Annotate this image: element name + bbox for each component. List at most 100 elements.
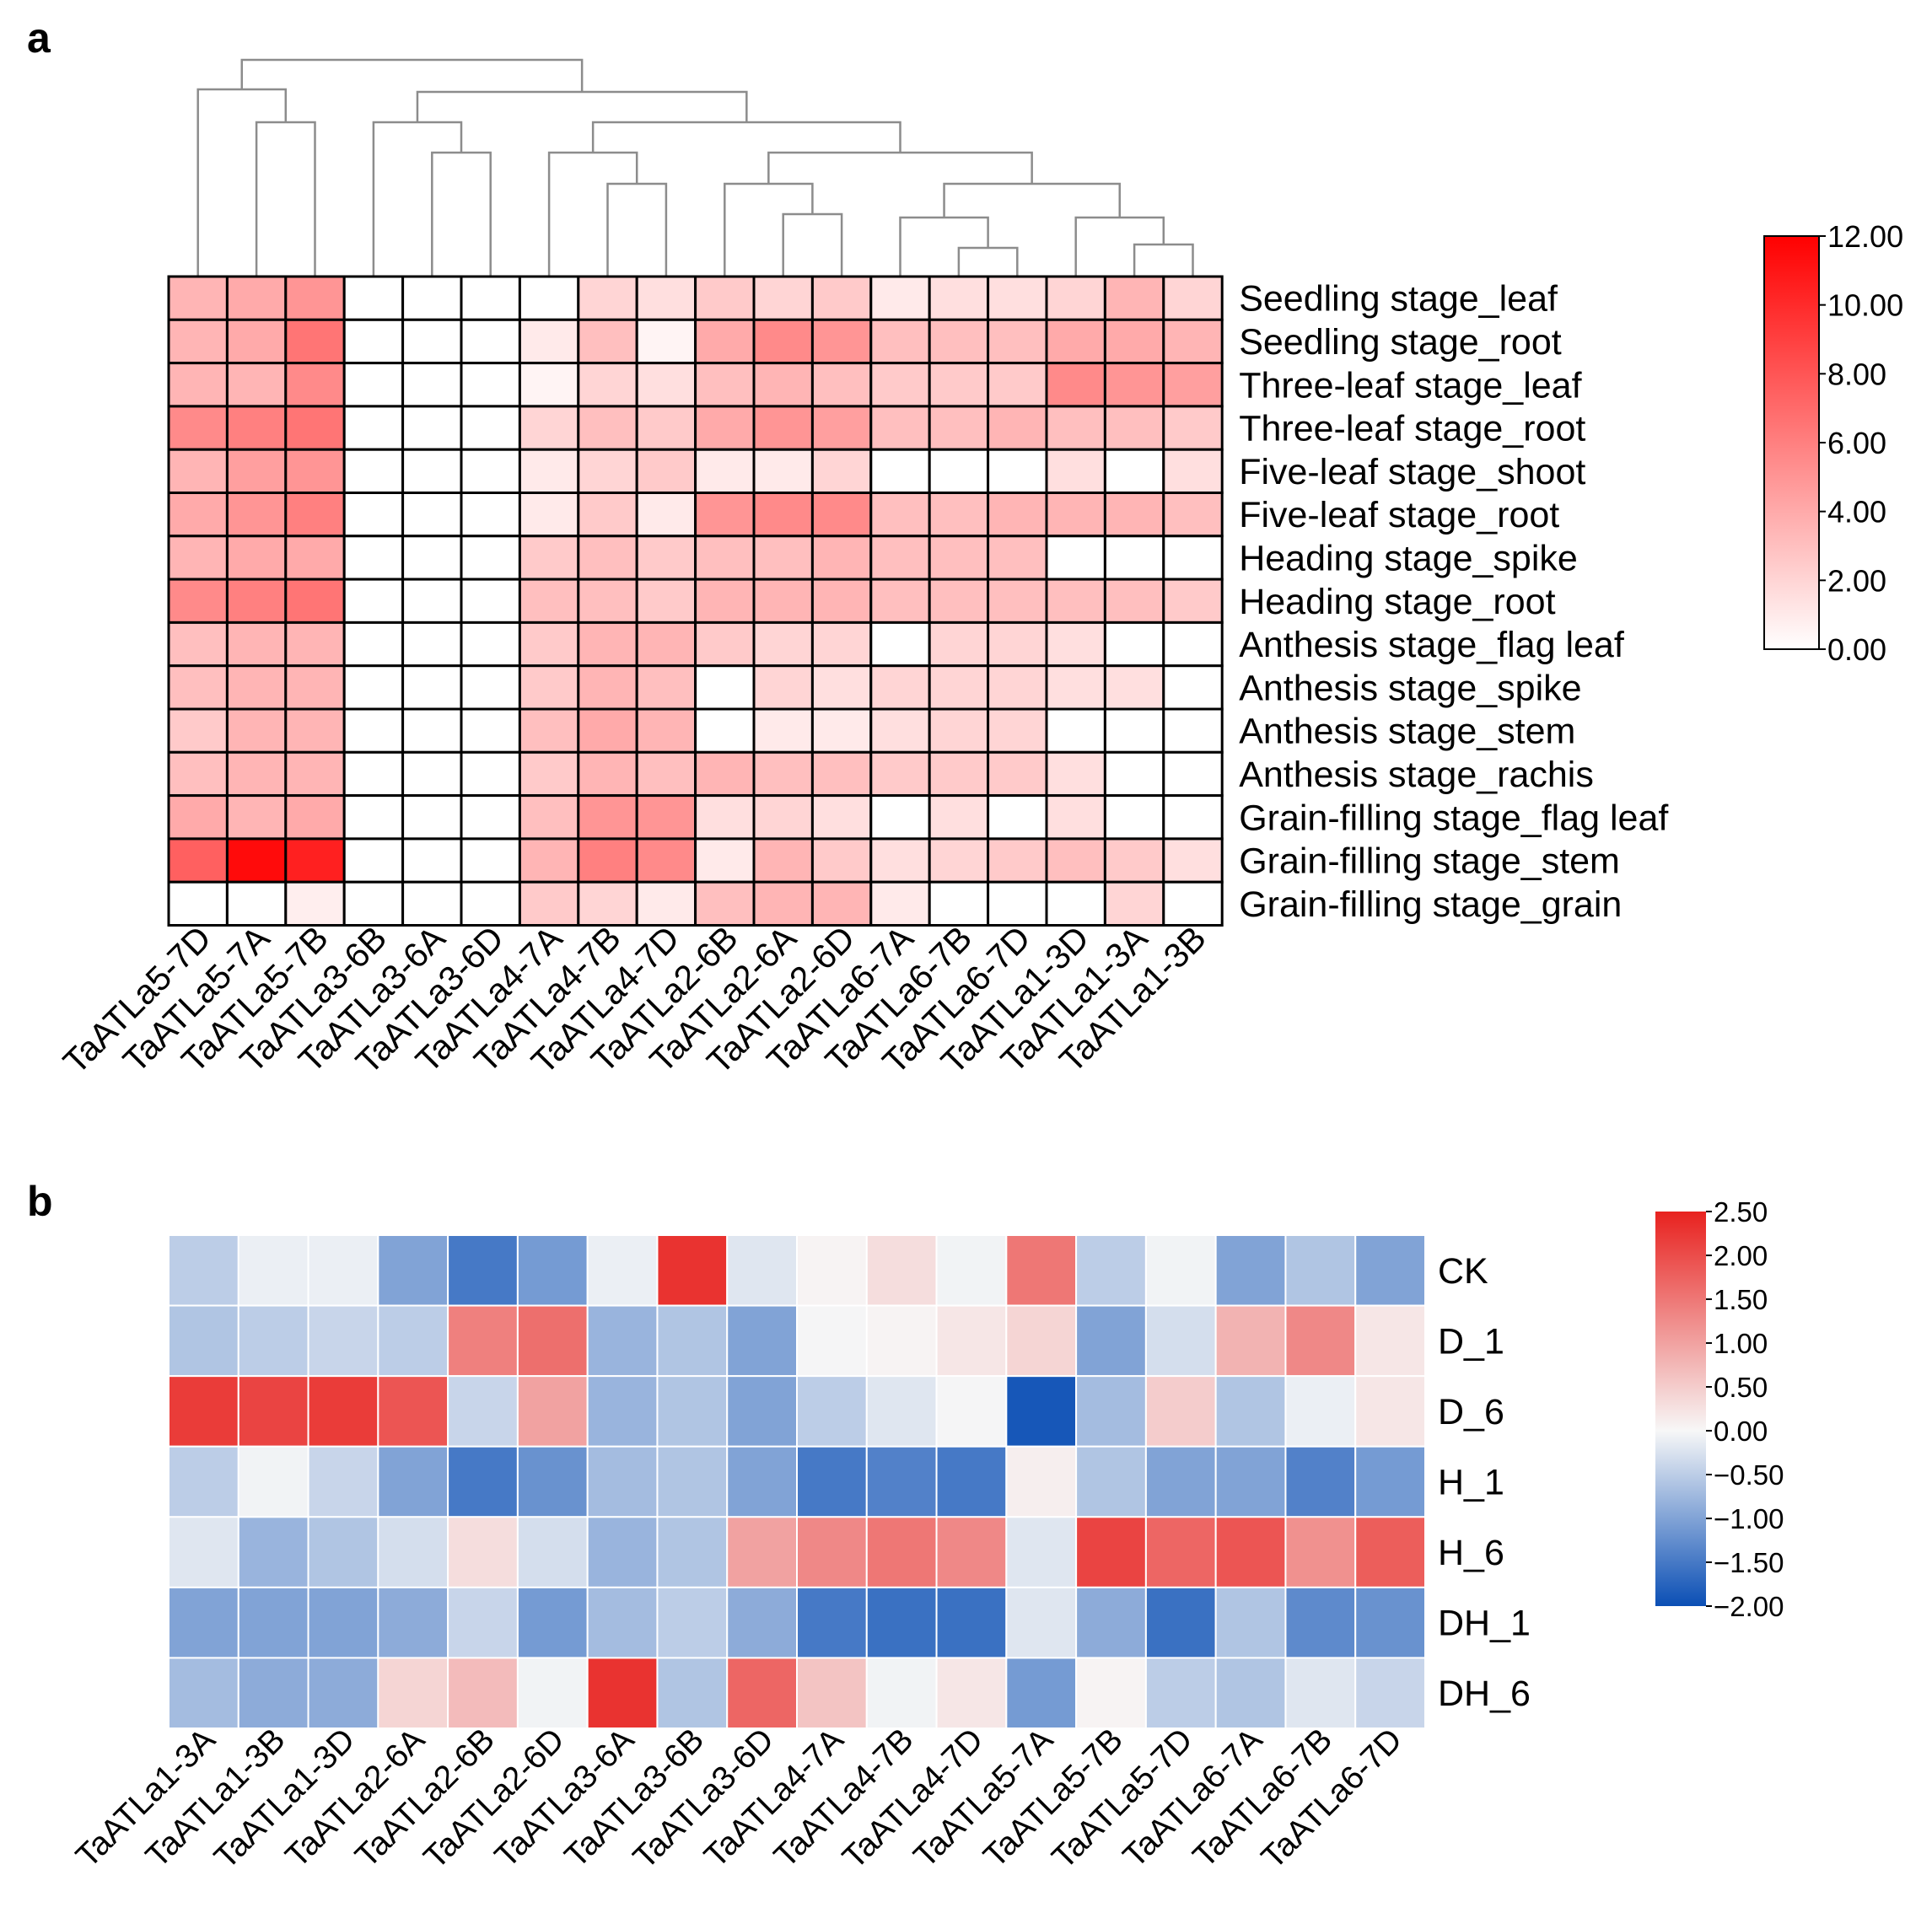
heatmap-a-cell	[694, 578, 756, 624]
heatmap-a-cell	[577, 664, 638, 711]
heatmap-a-cell	[694, 621, 756, 668]
heatmap-a-cell	[1103, 535, 1165, 581]
heatmap-a-cell	[167, 362, 229, 408]
heatmap-a-cell	[167, 621, 229, 668]
heatmap-b-cell	[237, 1304, 309, 1378]
heatmap-a-cell	[1103, 750, 1165, 798]
heatmap-a-cell	[342, 448, 405, 495]
heatmap-b-cell	[935, 1657, 1008, 1730]
heatmap-a-cell	[284, 621, 346, 668]
heatmap-a-cell	[167, 707, 229, 754]
heatmap-a-cell	[752, 794, 814, 841]
heatmap-a-cell	[1103, 794, 1165, 841]
heatmap-a-cell	[167, 492, 229, 538]
heatmap-a-cell	[869, 318, 931, 365]
heatmap-b-cell	[168, 1586, 239, 1659]
heatmap-b-cell	[1354, 1586, 1426, 1659]
heatmap-b-cell	[865, 1586, 938, 1659]
colorbar-a-tick-label: 12.00	[1827, 219, 1903, 254]
heatmap-a-cell	[869, 448, 931, 495]
heatmap-b-cell	[796, 1234, 868, 1307]
heatmap-a-cell	[342, 794, 405, 841]
heatmap-b-row-labels: CK D_1 D_6 H_1 H_6 DH_1 DH_6	[1438, 1251, 1531, 1714]
heatmap-a-cell	[928, 448, 990, 495]
heatmap-a-cell	[401, 448, 463, 495]
heatmap-a-cell	[460, 707, 521, 754]
heatmap-b-cell	[1005, 1445, 1078, 1518]
heatmap-b-cell	[168, 1234, 239, 1307]
colorbar-a: 12.00 10.00 8.00 6.00 4.00 2.00 0.00	[1763, 219, 1903, 667]
heatmap-a-row-label: Grain-filling stage_flag leaf	[1239, 798, 1669, 838]
heatmap-a-cell	[869, 535, 931, 581]
heatmap-a-cell	[460, 362, 521, 408]
heatmap-a-cell	[987, 707, 1048, 754]
heatmap-b-cell	[1075, 1516, 1147, 1588]
heatmap-a-cell	[1162, 318, 1224, 365]
heatmap-a-cell	[869, 275, 931, 321]
heatmap-b-cell	[307, 1516, 379, 1588]
heatmap-a-cell	[810, 362, 873, 408]
dendrogram-branch	[782, 212, 843, 277]
colorbar-a-tick-label: 0.00	[1827, 632, 1886, 667]
heatmap-a-cell	[1045, 837, 1106, 884]
heatmap-b-cell	[726, 1304, 799, 1378]
heatmap-a-cell	[694, 707, 756, 754]
dendrogram-branch	[240, 58, 584, 92]
heatmap-a-cell	[694, 794, 756, 841]
heatmap-b-column-labels: TaATLa1-3ATaATLa1-3BTaATLa1-3DTaATLa2-6A…	[69, 1722, 1409, 1876]
dendrogram-branch	[255, 121, 316, 277]
heatmap-a-cell	[518, 492, 580, 538]
heatmap-a-cell	[635, 707, 697, 754]
heatmap-a-cell	[1103, 664, 1165, 711]
heatmap-a-cell	[401, 707, 463, 754]
heatmap-b-cell	[307, 1304, 379, 1378]
heatmap-a-cell	[460, 621, 521, 668]
heatmap-a-cell	[869, 837, 931, 884]
heatmap-a-cell	[518, 837, 580, 884]
heatmap-b-cell	[726, 1375, 799, 1448]
heatmap-a-cell	[810, 837, 873, 884]
colorbar-a-tick-label: 6.00	[1827, 426, 1886, 460]
heatmap-a-cell	[810, 664, 873, 711]
heatmap-a-cell	[284, 318, 346, 365]
heatmap-a-cell	[518, 664, 580, 711]
heatmap-a-cell	[869, 664, 931, 711]
heatmap-b-cell	[586, 1234, 659, 1307]
colorbar-b-tick-label: 2.50	[1714, 1196, 1768, 1228]
heatmap-b-cell	[656, 1586, 729, 1659]
heatmap-b-cell	[516, 1304, 589, 1378]
heatmap-a-cell	[928, 362, 990, 408]
heatmap-b-cell	[237, 1516, 309, 1588]
heatmap-a-cell	[928, 405, 990, 451]
heatmap-a-cell	[1045, 664, 1106, 711]
heatmap-a-cell	[342, 275, 405, 321]
heatmap-b-cell	[1354, 1657, 1426, 1730]
heatmap-a-cell	[284, 448, 346, 495]
colorbar-b: 2.50 2.00 1.50 1.00 0.50 0.00 −0.50 −1.00 −1.50 −…	[1655, 1196, 1784, 1622]
heatmap-a-cell	[694, 880, 756, 927]
heatmap-b-cell	[726, 1445, 799, 1518]
heatmap-a-cell	[225, 492, 288, 538]
heatmap-a-cell	[284, 275, 346, 321]
colorbar-b-tick-label: −0.50	[1714, 1459, 1784, 1491]
heatmap-a-cell	[1103, 837, 1165, 884]
colorbar-b-tick-label: −1.50	[1714, 1547, 1784, 1578]
heatmap-b-cell	[447, 1516, 519, 1588]
heatmap-b-cell	[1005, 1234, 1078, 1307]
heatmap-a-cell	[752, 275, 814, 321]
heatmap-b-cell	[1075, 1657, 1147, 1730]
heatmap-b-cell	[377, 1304, 449, 1378]
heatmap-a-cell	[518, 405, 580, 451]
heatmap-b-cell	[1284, 1586, 1357, 1659]
colorbar-b-tick-label: −1.00	[1714, 1503, 1784, 1534]
heatmap-b-cell	[935, 1234, 1008, 1307]
heatmap-a-cell	[987, 750, 1048, 798]
heatmap-b-cell	[1005, 1586, 1078, 1659]
heatmap-a-cell	[752, 664, 814, 711]
colorbar-a-tick-label: 8.00	[1827, 357, 1886, 391]
heatmap-a-cell	[577, 275, 638, 321]
colorbar-b-tick-label: 1.00	[1714, 1328, 1768, 1359]
heatmap-a-cell	[401, 492, 463, 538]
heatmap-a-cell	[1045, 707, 1106, 754]
heatmap-b-cell	[237, 1657, 309, 1730]
